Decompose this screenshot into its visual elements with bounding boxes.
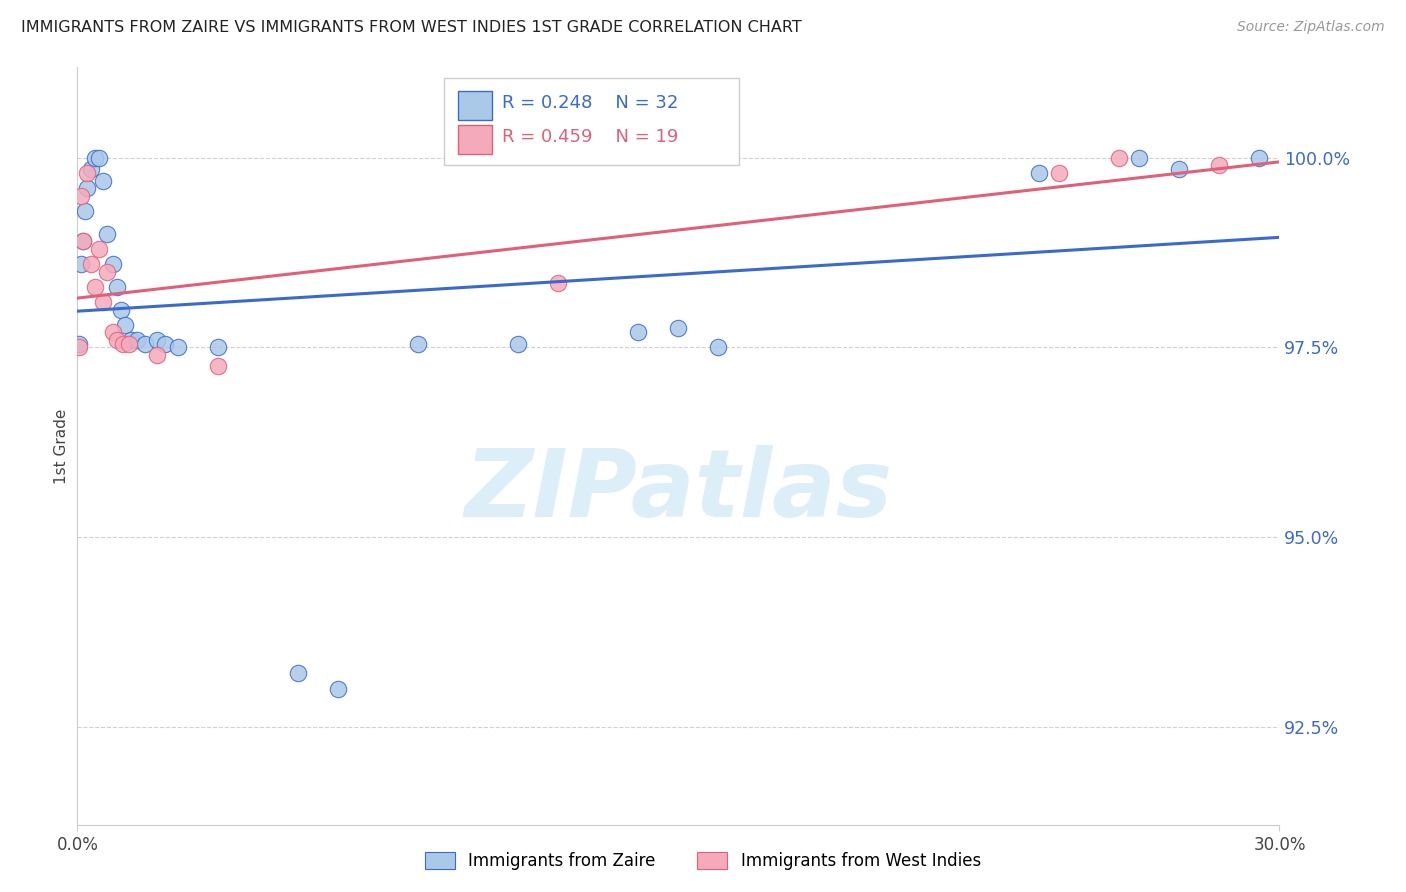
Point — [120, 333, 142, 347]
Point — [118, 336, 141, 351]
Point — [326, 681, 349, 696]
Point — [146, 333, 169, 347]
Point — [70, 257, 93, 271]
Point — [1047, 166, 1070, 180]
Point — [406, 336, 429, 351]
Text: R = 0.459    N = 19: R = 0.459 N = 19 — [502, 128, 678, 145]
Text: ZIPatlas: ZIPatlas — [464, 445, 893, 538]
Legend: Immigrants from Zaire, Immigrants from West Indies: Immigrants from Zaire, Immigrants from W… — [419, 845, 987, 877]
Point — [627, 326, 650, 340]
FancyBboxPatch shape — [458, 91, 492, 120]
Point — [166, 341, 188, 355]
Point — [72, 235, 94, 249]
Point — [75, 204, 97, 219]
Point — [84, 151, 107, 165]
Point — [96, 265, 118, 279]
Point — [155, 336, 177, 351]
Point — [1168, 162, 1191, 177]
Point — [80, 162, 103, 177]
Point — [1208, 159, 1230, 173]
Point — [146, 348, 169, 362]
Point — [103, 257, 125, 271]
Point — [72, 235, 94, 249]
Point — [134, 336, 156, 351]
Point — [207, 359, 229, 374]
Point — [70, 189, 93, 203]
Point — [668, 321, 690, 335]
Point — [707, 341, 730, 355]
Point — [107, 280, 129, 294]
Text: Source: ZipAtlas.com: Source: ZipAtlas.com — [1237, 20, 1385, 34]
Point — [112, 336, 135, 351]
Point — [84, 280, 107, 294]
Point — [1028, 166, 1050, 180]
Point — [1249, 151, 1271, 165]
Point — [114, 318, 136, 332]
Point — [1108, 151, 1130, 165]
Point — [110, 302, 132, 317]
Point — [93, 174, 115, 188]
FancyBboxPatch shape — [444, 78, 738, 166]
Text: IMMIGRANTS FROM ZAIRE VS IMMIGRANTS FROM WEST INDIES 1ST GRADE CORRELATION CHART: IMMIGRANTS FROM ZAIRE VS IMMIGRANTS FROM… — [21, 20, 801, 35]
Point — [67, 336, 90, 351]
Point — [508, 336, 530, 351]
Point — [67, 341, 90, 355]
Point — [76, 181, 98, 195]
Point — [80, 257, 103, 271]
Text: R = 0.248    N = 32: R = 0.248 N = 32 — [502, 94, 678, 112]
Point — [93, 295, 115, 310]
Point — [96, 227, 118, 241]
Point — [107, 333, 129, 347]
Point — [207, 341, 229, 355]
Point — [1128, 151, 1150, 165]
Point — [89, 151, 111, 165]
Point — [127, 333, 149, 347]
Point — [287, 666, 309, 681]
Point — [547, 276, 569, 290]
Y-axis label: 1st Grade: 1st Grade — [53, 409, 69, 483]
FancyBboxPatch shape — [458, 125, 492, 154]
Point — [89, 242, 111, 256]
Point — [103, 326, 125, 340]
Point — [76, 166, 98, 180]
